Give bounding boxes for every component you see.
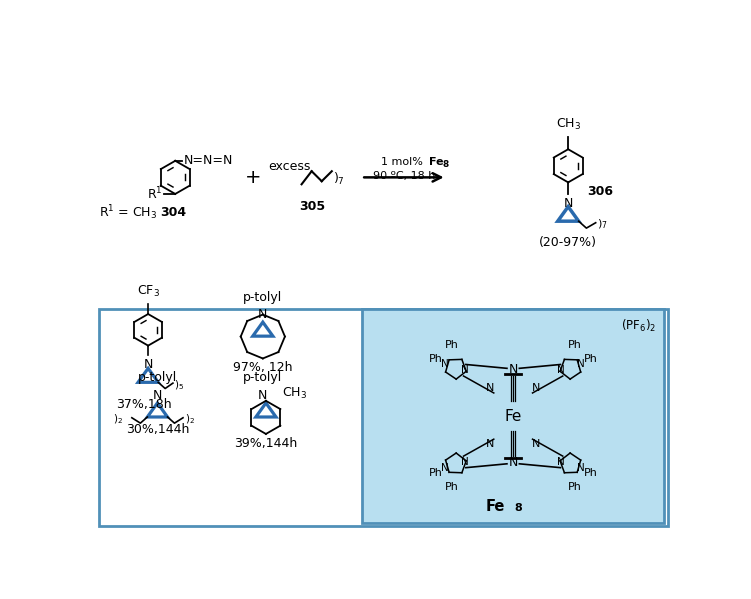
Text: 305: 305 (300, 200, 325, 213)
Text: N: N (563, 196, 573, 210)
Text: N: N (532, 383, 541, 394)
Text: 39%,144h: 39%,144h (234, 437, 297, 450)
Text: 37%,18h: 37%,18h (116, 398, 172, 411)
Text: +: + (245, 168, 261, 187)
FancyBboxPatch shape (98, 309, 668, 526)
Text: N: N (152, 389, 162, 402)
Text: CF$_3$: CF$_3$ (137, 284, 159, 299)
Text: 30%,144h: 30%,144h (125, 423, 189, 435)
Text: N: N (578, 359, 585, 370)
Text: N: N (508, 364, 518, 376)
Text: )$_7$: )$_7$ (333, 171, 345, 187)
Text: 8: 8 (442, 160, 449, 169)
Text: N: N (486, 439, 494, 449)
Text: 304: 304 (160, 206, 186, 219)
Text: Ph: Ph (445, 482, 459, 492)
Text: (PF$_6$)$_2$: (PF$_6$)$_2$ (621, 318, 656, 334)
Text: )$_2$: )$_2$ (185, 413, 195, 426)
Text: 97%, 12h: 97%, 12h (233, 361, 293, 374)
Text: )$_7$: )$_7$ (597, 217, 608, 231)
Text: Ph: Ph (445, 340, 459, 350)
Text: N: N (578, 462, 585, 473)
Text: 90 ºC, 18 h: 90 ºC, 18 h (372, 171, 435, 181)
Text: Fe: Fe (486, 498, 505, 514)
Text: Fe: Fe (429, 157, 443, 167)
Text: )$_5$: )$_5$ (174, 379, 185, 392)
Text: N: N (441, 359, 449, 370)
Text: N: N (258, 308, 267, 321)
Text: Ph: Ph (584, 354, 598, 364)
Text: N: N (486, 383, 494, 394)
Text: p-tolyl: p-tolyl (243, 371, 282, 384)
Text: CH$_3$: CH$_3$ (282, 385, 307, 401)
Text: R$^1$: R$^1$ (146, 186, 162, 202)
Text: 306: 306 (587, 184, 614, 198)
Text: 1 mol%: 1 mol% (382, 157, 427, 167)
Text: N: N (143, 358, 152, 371)
Text: p-tolyl: p-tolyl (243, 291, 282, 304)
FancyBboxPatch shape (362, 309, 665, 523)
Text: R$^1$ = CH$_3$: R$^1$ = CH$_3$ (99, 204, 158, 222)
Text: N=N=N: N=N=N (184, 155, 233, 167)
Text: )$_2$: )$_2$ (113, 413, 122, 426)
Text: Ph: Ph (429, 468, 442, 478)
Text: CH$_3$: CH$_3$ (556, 117, 581, 132)
Text: (20-97%): (20-97%) (539, 237, 597, 249)
Text: N: N (508, 456, 518, 469)
Text: N: N (532, 439, 541, 449)
Text: Ph: Ph (429, 354, 442, 364)
Text: N: N (557, 365, 565, 375)
Text: Ph: Ph (568, 482, 581, 492)
Text: N: N (461, 457, 469, 467)
Text: N: N (258, 389, 267, 402)
Text: p-tolyl: p-tolyl (137, 371, 177, 384)
Text: Fe: Fe (505, 409, 522, 423)
Text: Ph: Ph (568, 340, 581, 350)
Text: N: N (557, 457, 565, 467)
Text: excess: excess (268, 160, 311, 173)
Text: Ph: Ph (584, 468, 598, 478)
Text: N: N (461, 365, 469, 375)
Text: 8: 8 (514, 504, 523, 513)
Text: N: N (441, 462, 449, 473)
